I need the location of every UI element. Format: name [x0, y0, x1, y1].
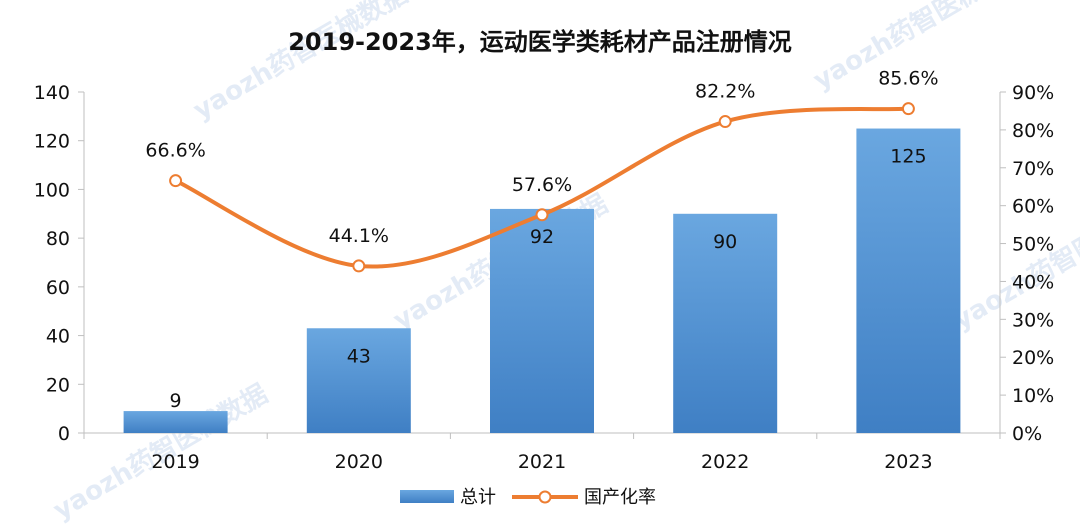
x-tick-label: 2022	[701, 451, 749, 473]
line-point	[169, 174, 183, 188]
line-point	[901, 102, 915, 116]
x-tick-label: 2019	[151, 451, 199, 473]
watermark: yaozh药智医械数据	[189, 0, 414, 126]
line-point	[352, 259, 366, 273]
bar-series: 9 43 92 90 125	[123, 128, 961, 434]
legend-marker-line	[538, 490, 552, 504]
y-tick-label: 120	[34, 131, 70, 153]
y-tick-label: 60	[46, 277, 70, 299]
bar-value-label: 125	[890, 146, 926, 168]
x-tick-label: 2021	[518, 451, 566, 473]
x-tick-label: 2023	[884, 451, 932, 473]
y-tick-label: 100	[34, 179, 70, 201]
legend-label-line: 国产化率	[584, 487, 656, 508]
line-point	[718, 115, 732, 129]
y2-tick-label: 80%	[1012, 120, 1054, 142]
y2-tick-label: 60%	[1012, 196, 1054, 218]
legend-swatch-bar	[400, 490, 454, 503]
line-value-label: 66.6%	[145, 140, 205, 162]
y2-tick-label: 70%	[1012, 158, 1054, 180]
legend: 总计 国产化率	[400, 487, 656, 508]
bar	[306, 328, 411, 433]
y-tick-label: 20	[46, 374, 70, 396]
line-series: 66.6% 44.1% 57.6% 82.2% 85.6%	[145, 68, 939, 273]
y2-tick-label: 10%	[1012, 385, 1054, 407]
line-value-label: 44.1%	[329, 225, 389, 247]
y2-tick-label: 40%	[1012, 271, 1054, 293]
y2-tick-label: 90%	[1012, 82, 1054, 104]
x-tick-label: 2020	[335, 451, 383, 473]
bar-value-label: 9	[170, 390, 182, 412]
y2-tick-label: 0%	[1012, 423, 1042, 445]
bar-value-label: 43	[347, 345, 371, 367]
bar-value-label: 90	[713, 231, 737, 253]
line-point	[535, 208, 549, 222]
y-tick-label: 80	[46, 228, 70, 250]
y-tick-label: 0	[58, 423, 70, 445]
line-value-label: 82.2%	[695, 81, 755, 103]
chart-title: 2019-2023年，运动医学类耗材产品注册情况	[288, 28, 792, 56]
bar	[856, 128, 961, 434]
y-tick-label: 140	[34, 82, 70, 104]
y2-tick-label: 30%	[1012, 309, 1054, 331]
bar	[490, 208, 594, 433]
y2-tick-label: 20%	[1012, 347, 1054, 369]
legend-label-bar: 总计	[460, 487, 496, 508]
y-tick-label: 40	[46, 326, 70, 348]
bar-value-label: 92	[530, 226, 554, 248]
bar	[673, 213, 778, 433]
line-value-label: 57.6%	[512, 174, 572, 196]
bar	[123, 411, 228, 433]
y2-tick-label: 50%	[1012, 234, 1054, 256]
line-value-label: 85.6%	[878, 68, 938, 90]
